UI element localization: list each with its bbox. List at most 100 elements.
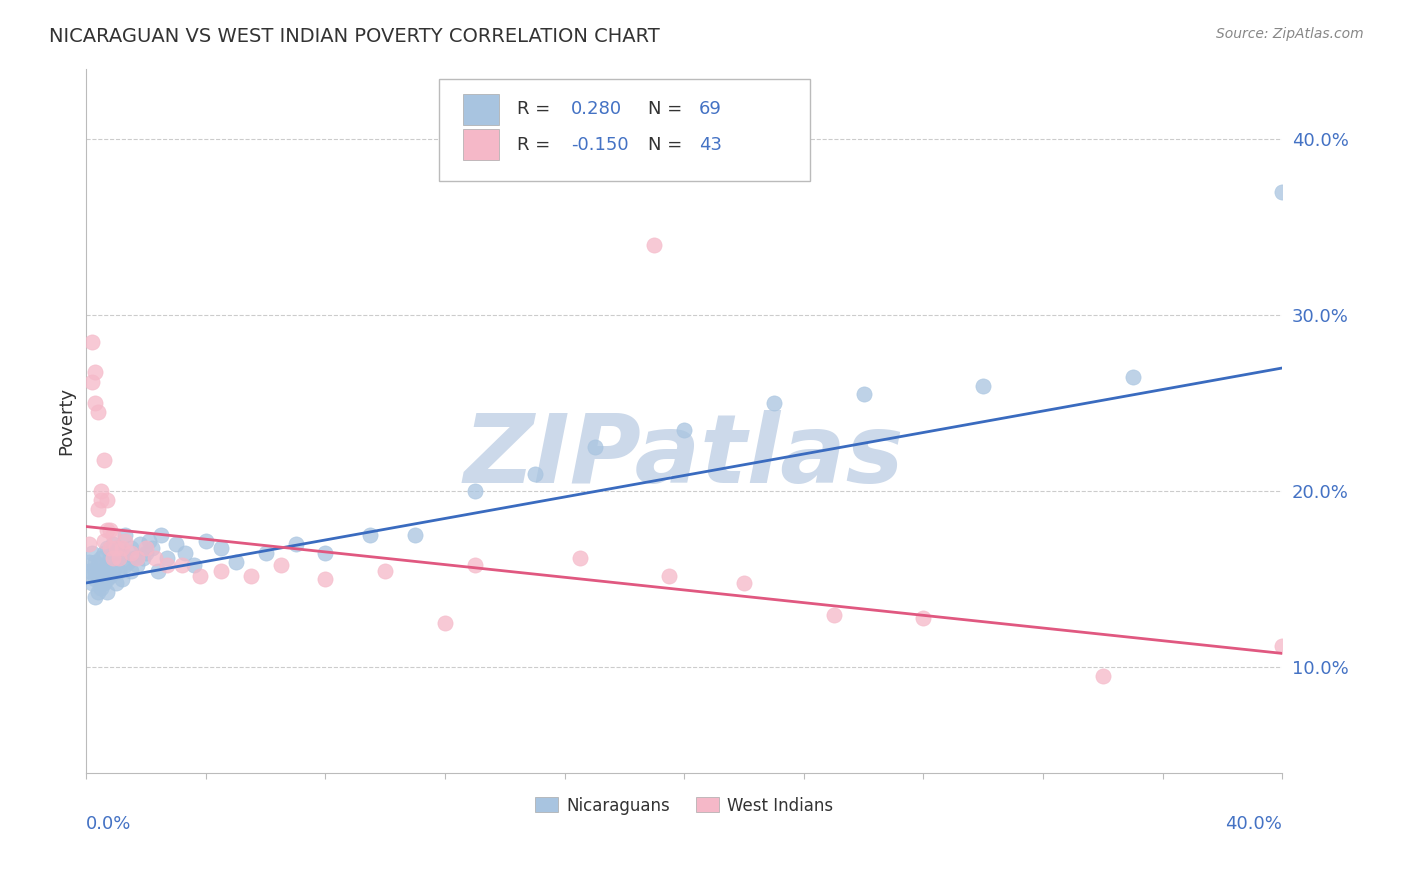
Point: [120, 564, 142, 578]
Y-axis label: Poverty: Poverty: [58, 387, 75, 455]
Point: [96, 584, 118, 599]
Point: [912, 611, 935, 625]
Point: [93, 576, 115, 591]
Point: [105, 558, 128, 573]
Point: [114, 533, 136, 548]
Point: [108, 551, 131, 566]
Point: [103, 537, 125, 551]
Point: [90, 576, 112, 591]
Point: [105, 541, 128, 555]
Point: [314, 573, 336, 587]
Point: [129, 537, 152, 551]
Point: [103, 564, 125, 578]
Point: [127, 558, 149, 573]
Point: [156, 551, 179, 566]
Point: [90, 581, 112, 595]
Point: [84, 573, 107, 587]
Point: [111, 573, 134, 587]
Point: [105, 546, 128, 560]
Point: [404, 528, 426, 542]
Point: [93, 533, 115, 548]
Point: [135, 546, 157, 560]
Point: [96, 541, 118, 555]
Point: [150, 528, 173, 542]
Point: [568, 551, 591, 566]
Point: [87, 584, 110, 599]
Point: [132, 551, 155, 566]
Point: [120, 546, 142, 560]
Point: [225, 555, 247, 569]
Point: [434, 616, 457, 631]
Point: [96, 493, 118, 508]
Point: [84, 365, 107, 379]
Point: [84, 590, 107, 604]
Point: [87, 405, 110, 419]
Point: [96, 558, 118, 573]
Text: 69: 69: [699, 101, 721, 119]
Point: [82, 334, 104, 349]
Point: [135, 541, 157, 555]
Point: [122, 551, 145, 566]
Point: [254, 546, 277, 560]
Point: [239, 569, 262, 583]
Point: [103, 528, 125, 542]
Point: [105, 576, 128, 591]
Point: [583, 440, 606, 454]
Point: [82, 375, 104, 389]
Point: [90, 484, 112, 499]
Point: [93, 564, 115, 578]
Point: [127, 551, 149, 566]
Point: [98, 551, 121, 566]
Point: [84, 555, 107, 569]
Point: [90, 551, 112, 566]
Text: N =: N =: [648, 101, 689, 119]
Point: [77, 537, 100, 551]
Point: [84, 396, 107, 410]
Point: [1122, 369, 1144, 384]
Point: [77, 564, 100, 578]
Point: [733, 576, 755, 591]
Point: [1271, 185, 1294, 199]
Point: [87, 569, 110, 583]
Point: [673, 423, 696, 437]
Point: [1091, 669, 1114, 683]
Point: [108, 564, 131, 578]
Point: [823, 607, 845, 622]
Point: [77, 555, 100, 569]
Text: R =: R =: [517, 101, 555, 119]
Point: [114, 558, 136, 573]
Text: ZIPatlas: ZIPatlas: [464, 409, 904, 502]
Text: N =: N =: [648, 136, 689, 153]
Point: [156, 558, 179, 573]
FancyBboxPatch shape: [463, 128, 499, 161]
Text: 43: 43: [699, 136, 721, 153]
Point: [138, 533, 160, 548]
Point: [270, 558, 292, 573]
Point: [87, 502, 110, 516]
Text: -0.150: -0.150: [571, 136, 628, 153]
Point: [194, 533, 217, 548]
Point: [464, 558, 486, 573]
Point: [1271, 640, 1294, 654]
Point: [141, 541, 163, 555]
Point: [183, 558, 205, 573]
FancyBboxPatch shape: [439, 79, 810, 181]
Point: [174, 546, 197, 560]
Point: [643, 237, 665, 252]
Point: [374, 564, 396, 578]
Point: [82, 564, 104, 578]
Point: [852, 387, 875, 401]
Point: [117, 555, 139, 569]
Point: [90, 564, 112, 578]
Point: [98, 541, 121, 555]
Point: [209, 541, 232, 555]
Point: [96, 523, 118, 537]
Point: [90, 493, 112, 508]
Point: [314, 546, 336, 560]
Point: [143, 551, 166, 566]
Text: 0.0%: 0.0%: [86, 815, 132, 833]
FancyBboxPatch shape: [463, 94, 499, 125]
Point: [120, 541, 142, 555]
Text: 0.280: 0.280: [571, 101, 621, 119]
Point: [93, 452, 115, 467]
